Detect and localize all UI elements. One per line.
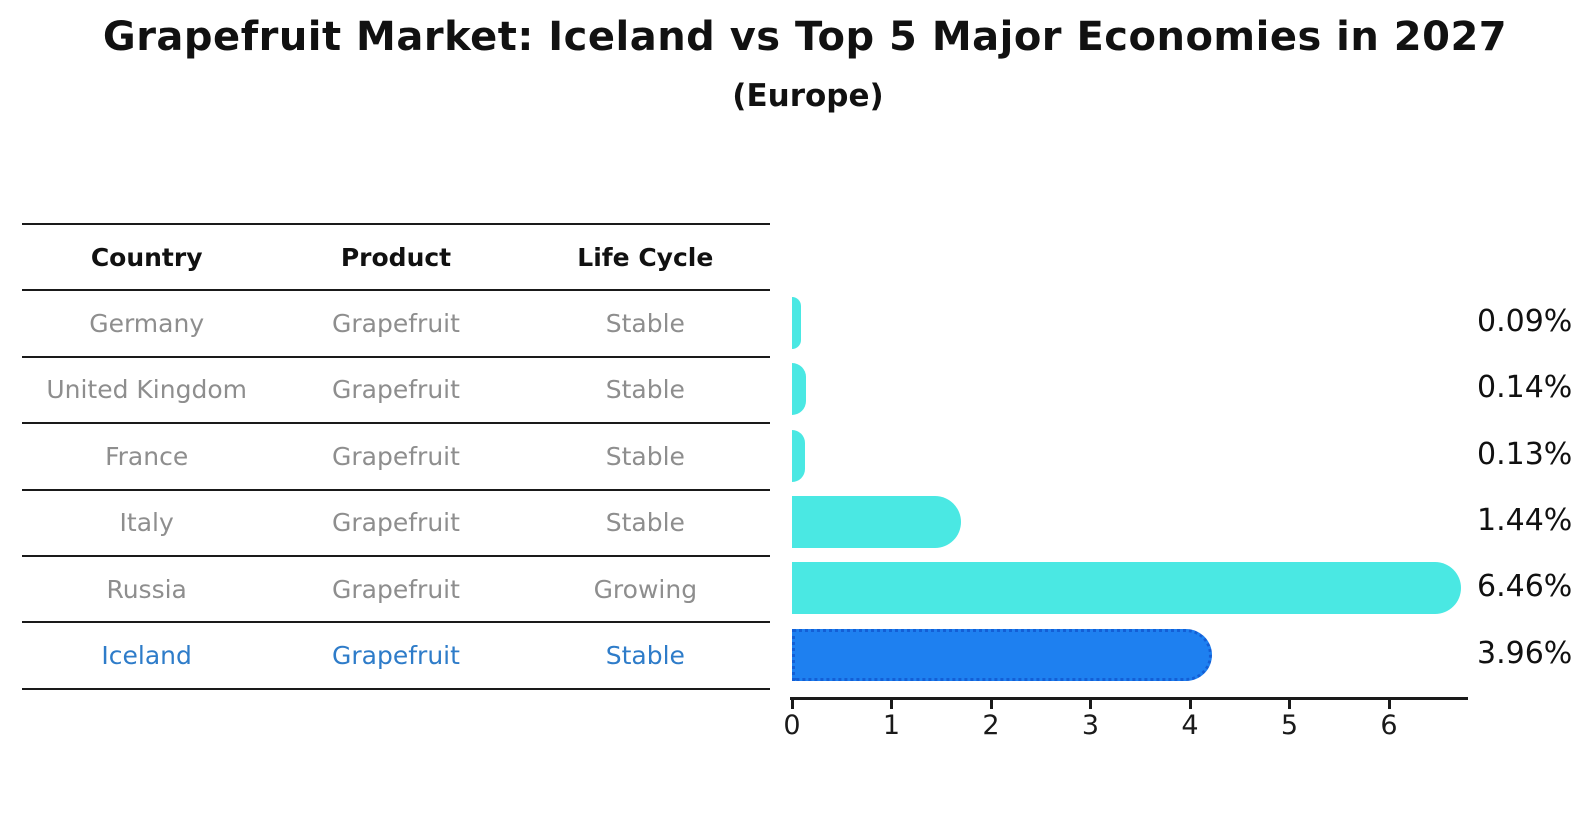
- table-row-germany: Germany Grapefruit Stable: [22, 289, 770, 355]
- x-tick-5: [1288, 697, 1291, 709]
- bar-russia: [792, 562, 1461, 615]
- cell-product: Grapefruit: [332, 508, 460, 538]
- value-label-germany: 0.09%: [1477, 303, 1573, 339]
- x-axis-line: [790, 697, 1468, 700]
- x-tick-label-1: 1: [882, 710, 901, 741]
- chart-title: Grapefruit Market: Iceland vs Top 5 Majo…: [102, 14, 1508, 60]
- cell-country: Iceland: [101, 641, 192, 671]
- cell-country: United Kingdom: [46, 375, 247, 405]
- table-row-italy: Italy Grapefruit Stable: [22, 488, 770, 555]
- value-label-iceland: 3.96%: [1477, 635, 1573, 671]
- x-tick-label-0: 0: [783, 710, 801, 741]
- cell-country: Germany: [89, 309, 205, 339]
- country-table: Country Product Life Cycle Germany Grapef…: [22, 223, 770, 690]
- bar-germany: [792, 296, 801, 349]
- bar-france: [792, 429, 805, 482]
- x-tick-1: [890, 697, 893, 709]
- x-tick-2: [989, 697, 993, 709]
- table-row-united-kingdom: United Kingdom Grapefruit Stable: [22, 355, 770, 422]
- cell-product: Grapefruit: [332, 441, 460, 471]
- column-header-life-cycle: Life Cycle: [577, 242, 714, 272]
- chart-subtitle: (Europe): [732, 78, 884, 114]
- bar-italy: [792, 495, 962, 548]
- bar-iceland: [792, 628, 1213, 681]
- cell-country: Russia: [106, 574, 187, 604]
- cell-country: France: [105, 441, 189, 471]
- cell-life-cycle: Stable: [605, 441, 685, 471]
- x-tick-3: [1089, 697, 1092, 709]
- value-label-russia: 6.46%: [1477, 569, 1573, 605]
- cell-country: Italy: [119, 508, 174, 538]
- table-row-iceland: Iceland Grapefruit Stable: [22, 621, 770, 687]
- x-tick-label-6: 6: [1380, 710, 1398, 741]
- cell-life-cycle: Stable: [605, 508, 685, 538]
- cell-product: Grapefruit: [332, 574, 460, 604]
- cell-life-cycle: Stable: [605, 309, 685, 339]
- value-label-united-kingdom: 0.14%: [1477, 370, 1573, 406]
- bar-united-kingdom: [792, 363, 806, 416]
- column-header-country: Country: [90, 242, 203, 272]
- x-tick-label-5: 5: [1280, 710, 1299, 741]
- cell-product: Grapefruit: [332, 309, 460, 339]
- table-header-row: Country Product Life Cycle: [22, 223, 770, 289]
- x-tick-6: [1387, 697, 1391, 709]
- x-tick-4: [1188, 697, 1192, 709]
- x-tick-label-4: 4: [1181, 710, 1199, 741]
- cell-product: Grapefruit: [332, 641, 460, 671]
- table-body: Germany Grapefruit Stable United Kingdom Gra…: [22, 289, 770, 687]
- column-header-product: Product: [340, 242, 452, 272]
- table-row-france: France Grapefruit Stable: [22, 422, 770, 488]
- cell-product: Grapefruit: [332, 375, 460, 405]
- cell-life-cycle: Stable: [605, 375, 685, 405]
- x-tick-0: [790, 697, 794, 709]
- x-tick-label-2: 2: [982, 710, 1000, 741]
- cell-life-cycle: Growing: [593, 574, 698, 604]
- value-label-france: 0.13%: [1477, 436, 1573, 472]
- x-tick-label-3: 3: [1081, 710, 1100, 741]
- cell-life-cycle: Stable: [605, 641, 685, 671]
- table-row-russia: Russia Grapefruit Growing: [22, 554, 770, 621]
- value-label-italy: 1.44%: [1477, 502, 1573, 538]
